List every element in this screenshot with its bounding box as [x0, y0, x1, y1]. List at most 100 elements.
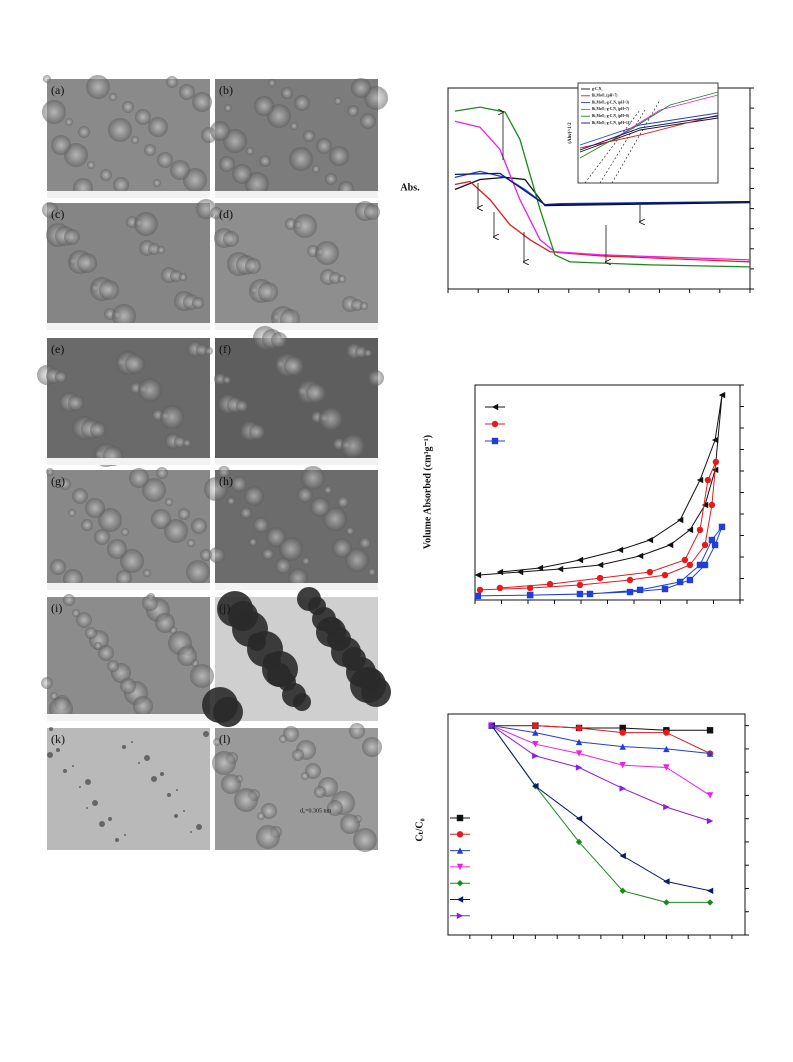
marker [708, 501, 716, 509]
texture [166, 76, 178, 88]
marker [476, 586, 484, 594]
micrograph-panels: (a) (b) (c) (d) (e) (f) (g) (h) (i) (j) (k) (l) d₀=0… [37, 75, 391, 852]
marker [576, 581, 584, 589]
texture [63, 769, 67, 773]
texture [245, 258, 261, 274]
legend-label: Bi₂MoO₆-g-C₃N₄ (pH=9) [592, 114, 630, 118]
panel-label: (d) [219, 207, 233, 221]
series-line [454, 176, 751, 207]
marker [701, 501, 709, 509]
texture [364, 204, 380, 220]
texture [46, 468, 54, 476]
panel-label: (h) [219, 474, 233, 488]
texture [186, 560, 210, 584]
marker [619, 852, 626, 860]
y-axis-title: Cₜ/C₀ [414, 818, 425, 841]
marker [532, 752, 539, 760]
inset-y-title: (Ahν)^1/2 [568, 122, 573, 144]
texture [42, 100, 66, 124]
marker [526, 584, 534, 592]
marker [576, 590, 584, 598]
texture [232, 164, 252, 184]
texture [212, 751, 236, 775]
panel-label: (i) [51, 601, 62, 615]
texture [86, 75, 110, 99]
marker [496, 584, 504, 592]
info-bar [215, 458, 378, 465]
info-bar [47, 323, 210, 330]
texture [301, 772, 309, 780]
texture [362, 737, 382, 757]
y-axis-title: Volume Absorbed (cm³g⁻¹) [422, 435, 433, 549]
texture [359, 537, 371, 549]
texture [174, 436, 186, 448]
texture [148, 243, 160, 255]
info-bar [47, 191, 210, 198]
texture [176, 789, 178, 791]
marker [575, 838, 583, 846]
texture [108, 118, 132, 142]
texture [164, 519, 188, 543]
marker [619, 743, 626, 750]
texture [258, 282, 278, 302]
texture [349, 723, 365, 739]
texture [94, 529, 110, 545]
texture [86, 807, 88, 809]
panel-label: (c) [51, 207, 64, 221]
texture [120, 549, 144, 573]
texture [78, 126, 90, 138]
texture [355, 346, 367, 358]
texture [223, 376, 231, 384]
texture [68, 395, 84, 411]
texture [160, 772, 164, 776]
series-line [454, 120, 751, 261]
texture [41, 677, 53, 689]
marker [696, 476, 704, 484]
legend-marker [456, 912, 464, 919]
texture [115, 838, 119, 842]
texture [178, 508, 190, 520]
texture [56, 748, 60, 752]
texture [351, 299, 363, 311]
texture [210, 207, 222, 219]
panel-label: (e) [51, 342, 64, 356]
marker [575, 738, 583, 746]
series-line [491, 725, 711, 822]
marker [706, 899, 714, 906]
micrograph: (a) [42, 75, 217, 198]
texture [196, 344, 208, 356]
texture [99, 280, 119, 300]
texture [121, 528, 129, 536]
texture [292, 749, 304, 761]
texture [249, 424, 265, 440]
texture [323, 507, 347, 531]
texture [142, 595, 158, 611]
texture [202, 687, 238, 723]
marker [711, 436, 719, 444]
marker [686, 561, 694, 569]
marker [619, 887, 626, 894]
chart: Cₜ/C₀ [414, 713, 749, 939]
marker [676, 578, 684, 586]
texture [187, 539, 195, 547]
marker [526, 591, 534, 599]
texture [113, 177, 129, 193]
series-line [491, 725, 711, 892]
texture [190, 831, 192, 833]
series-line [491, 725, 711, 731]
marker [706, 750, 714, 757]
marker [661, 585, 669, 593]
plot-frame [447, 713, 746, 936]
texture [233, 613, 251, 631]
series-line [491, 725, 711, 754]
marker [686, 526, 694, 534]
micrograph: (c) [42, 199, 216, 330]
chart: Abs. (Ahν)^1/2 g-C₃N₄ Bi₂MoO₆ (pH=7) Bi₂MoO₆… [400, 82, 754, 293]
legend-marker [491, 403, 499, 411]
texture [219, 156, 235, 172]
texture [319, 407, 343, 431]
texture [327, 800, 343, 816]
marker [706, 887, 714, 894]
marker [532, 722, 539, 729]
texture [325, 173, 337, 185]
